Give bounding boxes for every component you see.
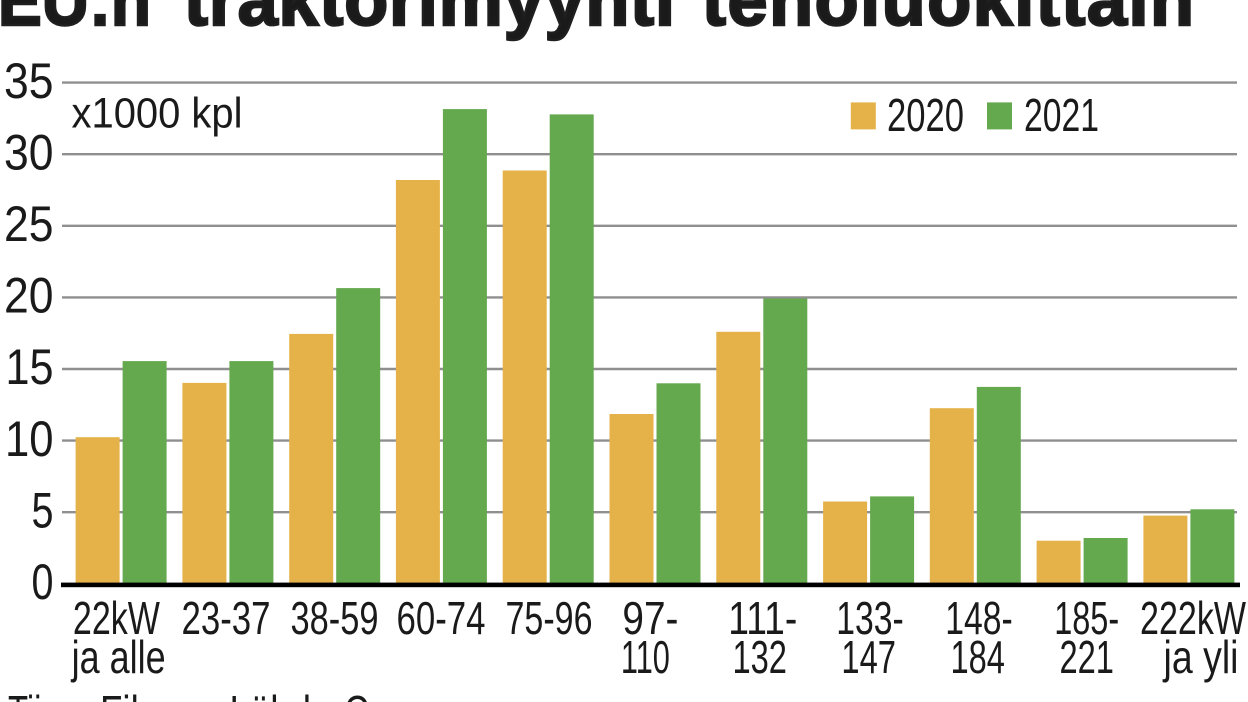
svg-text:ja alle: ja alle [70,631,166,683]
svg-text:97-: 97- [622,592,678,644]
svg-text:110: 110 [621,631,670,683]
svg-text:221: 221 [1059,631,1114,683]
svg-text:133-: 133- [836,592,904,644]
svg-text:30: 30 [4,124,54,180]
svg-text:184: 184 [950,631,1005,683]
svg-text:5: 5 [32,482,54,538]
svg-text:2020: 2020 [887,89,964,141]
svg-text:23-37: 23-37 [182,592,271,644]
svg-text:35: 35 [4,53,54,109]
svg-text:22kW: 22kW [73,592,160,644]
svg-text:132: 132 [732,631,787,683]
svg-text:60-74: 60-74 [397,592,486,644]
svg-text:2021: 2021 [1024,89,1099,141]
svg-text:traktorimyynti: traktorimyynti [184,0,675,41]
svg-text:75-96: 75-96 [506,592,593,644]
svg-text:10: 10 [5,411,54,467]
svg-text:EU:n: EU:n [0,0,151,41]
svg-text:147: 147 [841,631,896,683]
svg-text:222kW: 222kW [1140,592,1246,644]
svg-text:25: 25 [4,196,54,252]
svg-text:Cema: Cema [344,686,436,702]
svg-text:185-: 185- [1054,592,1119,644]
svg-text:x1000 kpl: x1000 kpl [72,91,243,138]
svg-text:ja yli: ja yli [1162,631,1239,683]
svg-text:Tiina: Tiina [8,686,78,702]
svg-text:148-: 148- [945,592,1013,644]
svg-text:111-: 111- [728,592,797,644]
svg-text:38-59: 38-59 [291,592,379,644]
svg-text:15: 15 [6,339,54,395]
svg-text:teholuokittain: teholuokittain [702,0,1194,41]
svg-text:0: 0 [32,554,54,610]
svg-text:20: 20 [4,268,54,324]
svg-text:Lähde:: Lähde: [230,686,342,702]
svg-text:Filppu: Filppu [100,686,200,702]
